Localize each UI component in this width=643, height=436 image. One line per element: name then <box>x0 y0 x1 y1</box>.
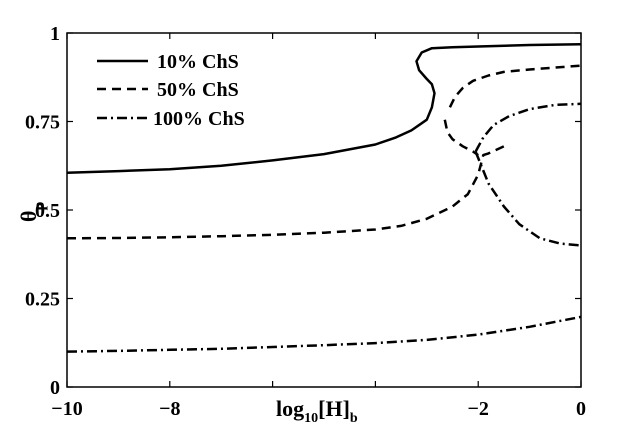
x-axis-label: log10[H]b <box>276 396 358 426</box>
series-1-branch-1-line <box>443 119 479 157</box>
legend-label-100: 100% ChS <box>153 108 245 130</box>
series-2-branch-2-line <box>474 151 582 247</box>
y-tick-label: 0 <box>50 377 60 399</box>
x-tick-label: 0 <box>576 398 586 420</box>
series-2-branch-0-line <box>66 315 582 353</box>
legend-label-10: 10% ChS <box>157 51 239 73</box>
x-tick-label: −2 <box>467 398 488 420</box>
y-axis-label: θp <box>16 202 48 222</box>
y-tick-label: 0.25 <box>25 289 60 311</box>
x-tick-label: −8 <box>159 398 180 420</box>
x-tick-label: −10 <box>51 398 82 420</box>
plot-area <box>66 32 582 388</box>
y-tick-label: 1 <box>50 23 60 45</box>
legend-label-50: 50% ChS <box>157 79 239 101</box>
legend: 10% ChS 50% ChS 100% ChS <box>97 51 245 130</box>
y-tick-label: 0.5 <box>35 200 60 222</box>
svg-text:θp: θp <box>16 202 48 222</box>
y-tick-label: 0.75 <box>25 112 60 134</box>
series-1-branch-0-line <box>66 145 505 240</box>
series-0-branch-0-line <box>66 43 582 175</box>
